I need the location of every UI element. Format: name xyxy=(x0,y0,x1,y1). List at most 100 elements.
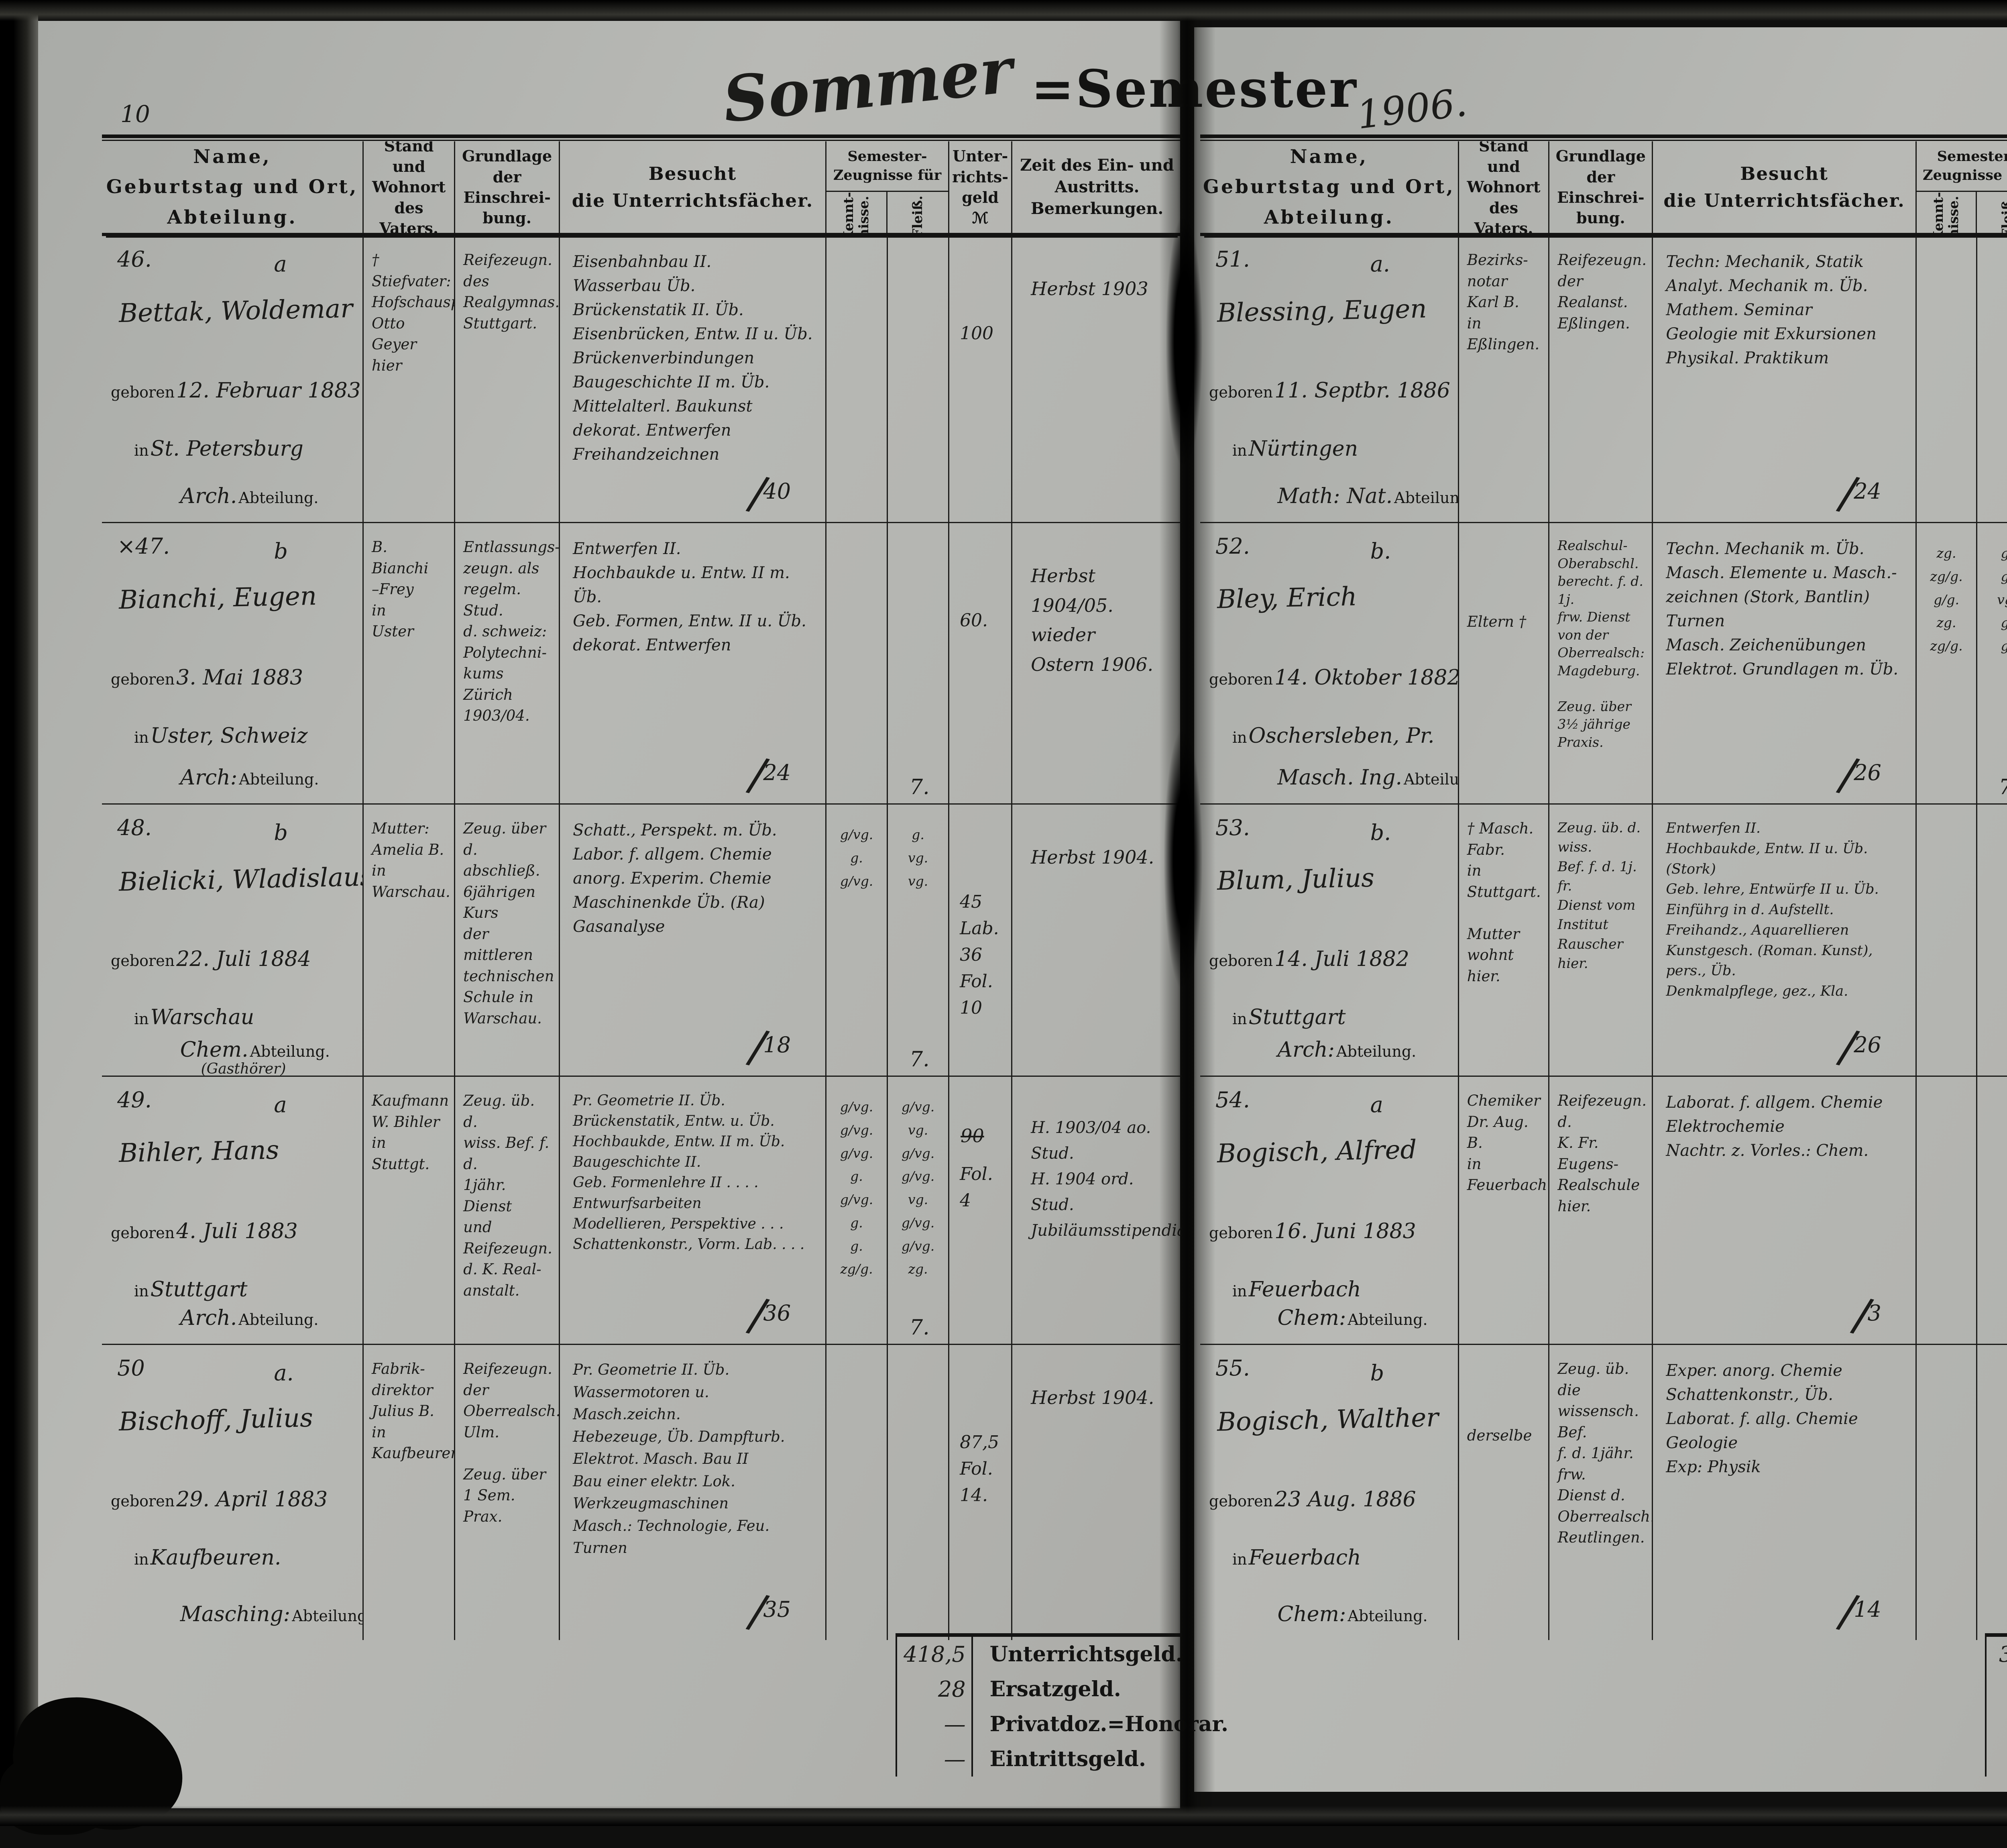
department: Chem: xyxy=(1277,1602,1346,1626)
birth-date: 3. Mai 1883 xyxy=(176,666,303,690)
grades-diligence: g/vg. vg. g/vg. g/vg. vg. g/vg. g/vg. zg… xyxy=(888,1077,950,1344)
header-fleiss: Fleiß. xyxy=(910,196,926,233)
left-page xyxy=(38,21,1180,1808)
student-name: Bielicki, Wladislaus xyxy=(118,862,364,897)
header-unterrichtsgeld: Unter- richts- geld ℳ xyxy=(952,147,1009,227)
birth-place: Warschau xyxy=(150,1005,254,1029)
grades-diligence xyxy=(1977,805,2007,1076)
enrollment-basis: Reifezeugn. des Realgymnas. Stuttgart. xyxy=(455,236,560,522)
ledger-entry-54: 54. a Bogisch, Alfred geboren 16. Juni 1… xyxy=(1200,1077,2007,1345)
birth-place: Feuerbach xyxy=(1248,1546,1361,1570)
name-cell: 51. a. Blessing, Eugen geboren 11. Septb… xyxy=(1200,236,1459,522)
father-status: Eltern † xyxy=(1459,523,1550,803)
father-status: Kaufmann W. Bihler in Stuttgt. xyxy=(364,1077,456,1344)
name-cell: 54. a Bogisch, Alfred geboren 16. Juni 1… xyxy=(1200,1077,1459,1344)
header-grundlage: Grundlage der Einschrei- bung. xyxy=(1555,147,1646,227)
department: Math: Nat. xyxy=(1277,484,1393,508)
ledger-entry-51: 51. a. Blessing, Eugen geboren 11. Septb… xyxy=(1200,236,2007,523)
grades-knowledge: g/vg. g/vg. g/vg. g. g/vg. g. g. zg/g. xyxy=(826,1077,888,1344)
entry-number: 46. xyxy=(117,247,152,272)
fee-cell: 45 Lab. 36 Fol. 10 xyxy=(949,805,1013,1076)
student-name: Bley, Erich xyxy=(1217,582,1358,615)
entry-number: 53. xyxy=(1215,815,1250,840)
remarks: Herbst 1903 xyxy=(1031,278,1148,300)
entry-number: 50 xyxy=(117,1355,145,1381)
remarks: Herbst 1904. xyxy=(1031,846,1154,868)
subjects-cell: Pr. Geometrie II. Üb. Wassermotoren u. M… xyxy=(560,1345,826,1640)
header-semesterzeugnisse: Semester- Zeugnisse für xyxy=(826,141,949,192)
hours-total: ∕24 xyxy=(743,747,791,803)
father-status: † Masch. Fabr. in Stuttgart. Mutter wohn… xyxy=(1459,805,1550,1076)
section-letter: a xyxy=(274,251,287,277)
table-header: Name, Geburtstag und Ort, Abteilung. Sta… xyxy=(102,141,1182,236)
fee-cell: 60. xyxy=(949,523,1013,803)
entry-number: ×47. xyxy=(117,534,170,559)
name-cell: ×47. b Bianchi, Eugen geboren 3. Mai 188… xyxy=(102,523,364,803)
book-edge-bottom xyxy=(0,1806,2007,1826)
table-top-rule xyxy=(102,134,1182,141)
section-letter: a. xyxy=(274,1360,294,1385)
enrollment-basis: Entlassungs- zeugn. als regelm. Stud. d.… xyxy=(455,523,560,803)
subjects-cell: Exper. anorg. Chemie Schattenkonstr., Üb… xyxy=(1653,1345,1917,1640)
enrollment-basis: Reifezeugn. der Oberrealsch. Ulm. Zeug. … xyxy=(455,1345,560,1640)
ledger-entry-46: 46. a Bettak, Woldemar geboren 12. Febru… xyxy=(102,236,1182,523)
subjects-cell: Entwerfen II. Hochbaukde, Entw. II u. Üb… xyxy=(1653,805,1917,1076)
grades-knowledge xyxy=(1917,236,1978,522)
enrollment-basis: Zeug. über d. abschließ. 6jährigen Kurs … xyxy=(455,805,560,1076)
header-kenntnisse: Kennt- nisse. xyxy=(841,192,872,233)
ledger-entry-47: ×47. b Bianchi, Eugen geboren 3. Mai 188… xyxy=(102,523,1182,805)
father-status: Mutter: Amelia B. in Warschau. xyxy=(364,805,456,1076)
ledger-entry-50: 50 a. Bischoff, Julius geboren 29. April… xyxy=(102,1345,1182,1640)
hours-total: ∕36 xyxy=(743,1287,791,1343)
birth-place: Feuerbach xyxy=(1248,1278,1361,1302)
name-cell: 49. a Bihler, Hans geboren 4. Juli 1883 … xyxy=(102,1077,364,1344)
total-value: 28 xyxy=(896,1672,973,1707)
header-kenntnisse: Kennt- nisse. xyxy=(1930,192,1962,233)
grades-knowledge xyxy=(1917,805,1978,1076)
birth-place: Stuttgart xyxy=(150,1278,248,1302)
name-cell: 46. a Bettak, Woldemar geboren 12. Febru… xyxy=(102,236,364,522)
book-edge-top xyxy=(0,0,2007,21)
student-name: Bischoff, Julius xyxy=(118,1403,313,1437)
grades-diligence: 7. xyxy=(888,523,950,803)
subjects: Entwerfen II. Hochbaukde, Entw. II u. Üb… xyxy=(1666,820,1879,999)
section-letter: b. xyxy=(1370,538,1391,564)
section-letter: a. xyxy=(1370,251,1390,277)
grades-diligence xyxy=(888,236,950,522)
enrollment-basis: Zeug. üb. d. wiss. Bef. f. d. 1jähr. Die… xyxy=(455,1077,560,1344)
fee-cell: 87,5 Fol. 14. xyxy=(949,1345,1013,1640)
header-zeit: Zeit des Ein- und Austritts. Bemerkungen… xyxy=(1020,156,1174,218)
student-name: Blessing, Eugen xyxy=(1217,294,1427,328)
name-cell: 55. b Bogisch, Walther geboren 23 Aug. 1… xyxy=(1200,1345,1459,1640)
birth-date: 16. Juni 1883 xyxy=(1274,1219,1416,1243)
birth-place: Oschersleben, Pr. xyxy=(1248,724,1435,748)
grades-diligence xyxy=(1977,236,2007,522)
student-name: Blum, Julius xyxy=(1217,863,1375,896)
grades-knowledge: g/vg. g. g/vg. xyxy=(826,805,888,1076)
total-label: Privatdoz.=Honorar. xyxy=(989,1712,1229,1736)
grades-knowledge xyxy=(826,236,888,522)
hours-total: ∕35 xyxy=(743,1583,791,1640)
name-cell: 53. b. Blum, Julius geboren 14. Juli 188… xyxy=(1200,805,1459,1076)
ledger-entry-53: 53. b. Blum, Julius geboren 14. Juli 188… xyxy=(1200,805,2007,1077)
hours-total: ∕24 xyxy=(1834,465,1881,522)
grades-knowledge xyxy=(826,523,888,803)
enrollment-basis: Realschul- Oberabschl. berecht. f. d. 1j… xyxy=(1549,523,1653,803)
department: Arch. xyxy=(180,484,237,508)
grades-diligence: g. vg. vg. 7. xyxy=(888,805,950,1076)
subjects: Techn. Mechanik m. Üb. Masch. Elemente u… xyxy=(1666,540,1899,678)
section-letter: b xyxy=(274,538,288,564)
subjects-cell: Techn. Mechanik m. Üb. Masch. Elemente u… xyxy=(1653,523,1917,803)
subjects-cell: Pr. Geometrie II. Üb. Brückenstatik, Ent… xyxy=(560,1077,826,1344)
ledger-entry-55: 55. b Bogisch, Walther geboren 23 Aug. 1… xyxy=(1200,1345,2007,1640)
grades-diligence xyxy=(1977,1077,2007,1344)
book-spine-left xyxy=(0,0,38,1826)
header-fleiss: Fleiß. xyxy=(1999,196,2007,233)
header-besucht: Besucht die Unterrichtsfächer. xyxy=(572,163,814,212)
student-name: Bettak, Woldemar xyxy=(118,293,353,329)
department: Arch: xyxy=(180,766,238,790)
subjects-cell: Techn: Mechanik, Statik Analyt. Mechanik… xyxy=(1653,236,1917,522)
subjects: Schatt., Perspekt. m. Üb. Labor. f. allg… xyxy=(573,821,777,936)
subjects: Laborat. f. allgem. Chemie Elektrochemie… xyxy=(1666,1093,1883,1160)
birth-place: Nürtingen xyxy=(1248,437,1358,461)
